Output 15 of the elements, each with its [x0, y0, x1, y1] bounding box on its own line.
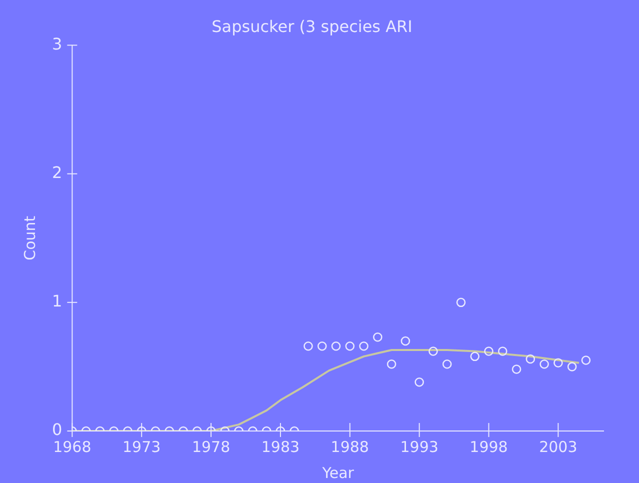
x-tick-label: 2003: [539, 438, 578, 456]
y-tick-label: 1: [52, 292, 62, 311]
y-axis-title: Count: [20, 216, 39, 260]
x-axis-title: Year: [321, 464, 355, 482]
x-tick-label: 1998: [470, 438, 508, 456]
x-tick-label: 1978: [192, 438, 230, 456]
x-tick-label: 1983: [261, 438, 300, 456]
y-tick-label: 2: [52, 162, 62, 182]
x-tick-label: 1993: [400, 438, 438, 456]
y-tick-label: 3: [52, 34, 62, 54]
x-tick-label: 1973: [122, 438, 161, 456]
x-tick-label: 1988: [330, 438, 369, 456]
chart-title: Sapsucker (3 species ARI: [212, 16, 412, 36]
y-tick-label: 0: [52, 420, 62, 440]
x-tick-label: 1968: [53, 438, 92, 456]
